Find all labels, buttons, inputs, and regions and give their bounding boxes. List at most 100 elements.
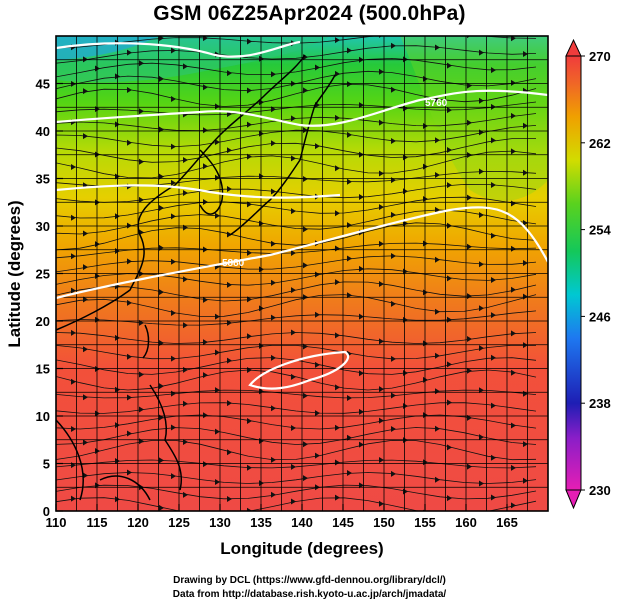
flow-arrow (303, 392, 308, 399)
flow-arrow (227, 231, 232, 238)
flow-arrow (347, 394, 352, 401)
flow-arrow (203, 296, 208, 303)
flow-arrow (335, 37, 340, 44)
flow-arrow (259, 99, 264, 106)
flow-arrow (467, 293, 472, 300)
flow-arrow (259, 342, 264, 349)
flow-arrow (95, 410, 100, 417)
flow-arrow (491, 277, 496, 284)
flow-arrow (71, 287, 76, 294)
flow-arrow (511, 79, 516, 86)
flow-arrow (259, 130, 264, 137)
flow-arrow (479, 480, 484, 487)
streamline (56, 344, 537, 360)
flow-arrow (159, 383, 164, 390)
flow-arrow (511, 422, 516, 429)
flow-arrow (523, 169, 528, 176)
flow-arrow (379, 68, 384, 75)
flow-arrow (203, 84, 208, 91)
contour-label-5760: 5760 (425, 98, 448, 109)
y-tick-label: 5 (43, 457, 50, 472)
flow-arrow (379, 417, 384, 424)
contour-5880 (56, 206, 548, 300)
colorbar-tick-label: 238 (589, 396, 611, 411)
y-tick-label: 25 (36, 267, 50, 282)
streamline (56, 101, 537, 116)
flow-arrow (335, 494, 340, 501)
flow-arrow (423, 163, 428, 170)
flow-arrow (423, 289, 428, 296)
flow-arrow (83, 133, 88, 140)
streamline (56, 402, 537, 414)
flow-arrow (391, 470, 396, 477)
flow-arrow (347, 470, 352, 477)
flow-arrow (435, 256, 440, 263)
trough-region (400, 36, 548, 201)
x-tick-label: 110 (46, 515, 67, 530)
flow-arrow (83, 472, 88, 479)
x-tick-label: 115 (87, 515, 108, 530)
contour-mid (56, 184, 341, 199)
x-tick-label: 140 (291, 515, 313, 530)
streamline (56, 294, 537, 317)
streamline (56, 57, 537, 78)
flow-arrow (227, 319, 232, 326)
flow-arrow (359, 408, 364, 415)
flow-arrow (259, 480, 264, 487)
x-tick-label: 155 (414, 515, 436, 530)
flow-arrow (259, 55, 264, 62)
flow-arrow (271, 354, 276, 361)
flow-arrow (447, 182, 452, 189)
flow-arrow (479, 387, 484, 394)
flow-arrow (511, 330, 516, 337)
flow-arrow (203, 412, 208, 419)
flow-arrow (467, 243, 472, 250)
flow-arrow (447, 62, 452, 69)
flow-arrow (183, 400, 188, 407)
flow-arrow (183, 438, 188, 445)
flow-arrow (139, 108, 144, 115)
flow-arrow (271, 405, 276, 412)
flow-arrow (379, 500, 384, 507)
flow-arrow (423, 195, 428, 202)
credit-drawing: Drawing by DCL (https://www.gfd-dennou.o… (173, 575, 446, 586)
flow-arrow (227, 185, 232, 192)
flow-arrow (127, 86, 132, 93)
flow-arrow (215, 212, 220, 219)
flow-arrow (359, 265, 364, 272)
flow-arrow (215, 174, 220, 181)
gridlines (56, 36, 548, 511)
flow-arrow (491, 232, 496, 239)
flow-arrow (435, 171, 440, 178)
plot-area: 5760 5880 (56, 36, 548, 511)
flow-arrow (315, 361, 320, 368)
y-tick-label: 40 (36, 124, 50, 139)
flow-arrow (259, 220, 264, 227)
flow-arrow (379, 281, 384, 288)
flow-arrow (127, 258, 132, 265)
flow-arrow (479, 434, 484, 441)
flow-arrow (335, 459, 340, 466)
colorbar: 230 238 246 254 262 270 (565, 38, 611, 510)
flow-arrow (271, 240, 276, 247)
flow-arrow (71, 164, 76, 171)
streamline (56, 138, 536, 163)
cold-core (56, 36, 160, 60)
contour-5760 (56, 89, 548, 127)
flow-arrow (159, 75, 164, 82)
flow-arrow (467, 82, 472, 89)
streamline (56, 439, 537, 461)
colorbar-tick-label: 230 (589, 483, 611, 498)
flow-arrow (95, 65, 100, 72)
flow-arrow (271, 71, 276, 78)
flow-arrow (203, 163, 208, 170)
flow-arrow (467, 335, 472, 342)
flow-arrow (391, 86, 396, 93)
flow-arrow (247, 333, 252, 340)
flow-arrow (511, 286, 516, 293)
x-tick-label: 120 (127, 515, 149, 530)
flow-arrow (271, 314, 276, 321)
flow-arrow (159, 36, 164, 42)
flow-arrow (511, 112, 516, 119)
